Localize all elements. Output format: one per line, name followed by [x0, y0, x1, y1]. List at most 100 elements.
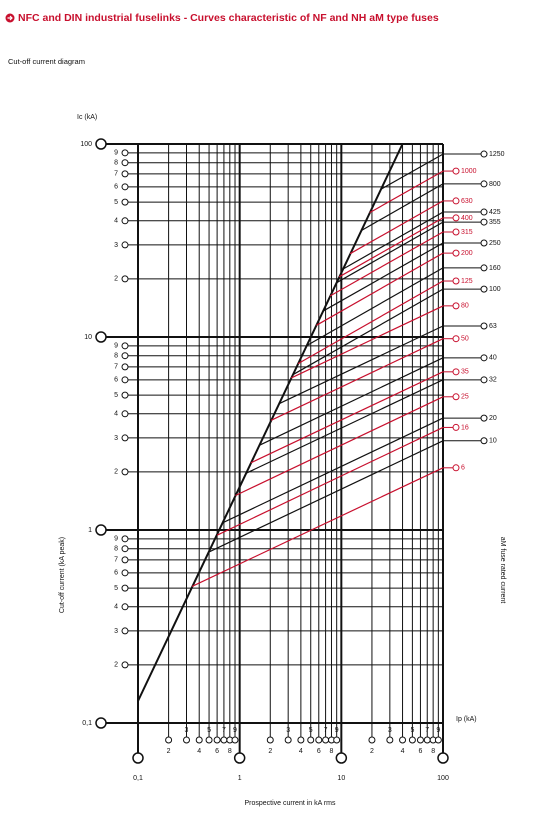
end-marker — [452, 464, 460, 472]
curve — [216, 426, 444, 536]
y-tick-mark — [95, 717, 107, 729]
end-marker — [480, 322, 488, 330]
y-tick-mark — [121, 545, 129, 553]
x-tick-mark — [423, 736, 431, 744]
x-tick-mark — [297, 736, 305, 744]
end-marker — [452, 197, 460, 205]
x-tick-mark — [333, 736, 341, 744]
chart-title: NFC and DIN industrial fuselinks - Curve… — [18, 12, 439, 24]
curve — [380, 153, 444, 190]
x-tick-label: 5 — [410, 727, 414, 734]
x-tick-label: 3 — [286, 727, 290, 734]
x-tick-mark — [231, 736, 239, 744]
legend-label: 6 — [461, 465, 465, 472]
end-marker — [480, 414, 488, 422]
x-tick-label: 8 — [431, 748, 435, 755]
x-tick-mark — [205, 736, 213, 744]
y-tick-label: 4 — [114, 411, 118, 418]
end-marker — [452, 228, 460, 236]
x-tick-label: 8 — [228, 748, 232, 755]
y-tick-label: 9 — [114, 343, 118, 350]
y-tick-label: 100 — [80, 141, 92, 148]
y-tick-label: 7 — [114, 557, 118, 564]
legend-label: 800 — [489, 181, 501, 188]
curve — [342, 211, 444, 270]
y-tick-label: 10 — [84, 334, 92, 341]
y-tick-label: 4 — [114, 218, 118, 225]
x-tick-mark — [220, 736, 228, 744]
legend-label: 100 — [489, 286, 501, 293]
y-unit: Ic (kA) — [77, 114, 97, 121]
legend-label: 160 — [489, 265, 501, 272]
legend-label: 50 — [461, 336, 469, 343]
legend-label: 20 — [489, 415, 497, 422]
end-marker — [480, 150, 488, 158]
x-tick-label: 4 — [299, 748, 303, 755]
x-tick-label: 10 — [337, 775, 345, 782]
y2-axis-label: aM fuse rated current — [499, 537, 506, 604]
y-tick-mark — [121, 149, 129, 157]
y-tick-label: 3 — [114, 435, 118, 442]
y-tick-label: 2 — [114, 662, 118, 669]
y-tick-mark — [95, 138, 107, 150]
y-tick-mark — [121, 217, 129, 225]
y-tick-label: 7 — [114, 171, 118, 178]
x-tick-label: 5 — [207, 727, 211, 734]
x-tick-mark — [322, 736, 330, 744]
y-tick-label: 0,1 — [82, 720, 92, 727]
x-tick-label: 2 — [268, 748, 272, 755]
legend-label: 200 — [461, 250, 473, 257]
x-tick-mark — [434, 736, 442, 744]
curve — [270, 338, 444, 421]
y-tick-mark — [95, 331, 107, 343]
y-tick-label: 7 — [114, 364, 118, 371]
y-tick-mark — [121, 603, 129, 611]
curve — [338, 217, 444, 278]
legend-label: 355 — [489, 219, 501, 226]
x-tick-label: 0,1 — [133, 775, 143, 782]
y-tick-mark — [121, 584, 129, 592]
legend-label: 35 — [461, 369, 469, 376]
y-tick-mark — [121, 352, 129, 360]
curve — [360, 183, 444, 232]
legend-label: 40 — [489, 355, 497, 362]
legend-label: 630 — [461, 198, 473, 205]
x-tick-mark — [165, 736, 173, 744]
legend-label: 125 — [461, 278, 473, 285]
y-tick-label: 6 — [114, 570, 118, 577]
y-tick-mark — [121, 183, 129, 191]
curve — [336, 221, 444, 284]
y-axis-label: Cut-off current (kA peak) — [59, 537, 66, 613]
x-tick-label: 7 — [222, 727, 226, 734]
x-tick-mark — [399, 736, 407, 744]
end-marker — [480, 264, 488, 272]
y-tick-label: 8 — [114, 353, 118, 360]
y-tick-mark — [121, 363, 129, 371]
y-tick-label: 8 — [114, 160, 118, 167]
curve — [349, 200, 444, 255]
curve — [297, 280, 444, 365]
x-tick-mark — [307, 736, 315, 744]
end-marker — [480, 354, 488, 362]
curve — [329, 231, 444, 297]
curve — [191, 467, 444, 587]
curve — [259, 357, 444, 446]
legend-label: 25 — [461, 394, 469, 401]
y-tick-mark — [121, 342, 129, 350]
curve — [278, 325, 444, 405]
y-tick-mark — [95, 524, 107, 536]
y-tick-label: 5 — [114, 392, 118, 399]
y-tick-label: 4 — [114, 604, 118, 611]
x-tick-label: 1 — [238, 775, 242, 782]
curve — [291, 305, 444, 379]
y-tick-mark — [121, 170, 129, 178]
x-tick-mark — [213, 736, 221, 744]
x-tick-label: 6 — [418, 748, 422, 755]
x-tick-label: 8 — [330, 748, 334, 755]
x-tick-label: 100 — [437, 775, 449, 782]
end-marker — [452, 423, 460, 431]
legend-label: 250 — [489, 240, 501, 247]
curve — [292, 288, 444, 376]
y-tick-mark — [121, 468, 129, 476]
